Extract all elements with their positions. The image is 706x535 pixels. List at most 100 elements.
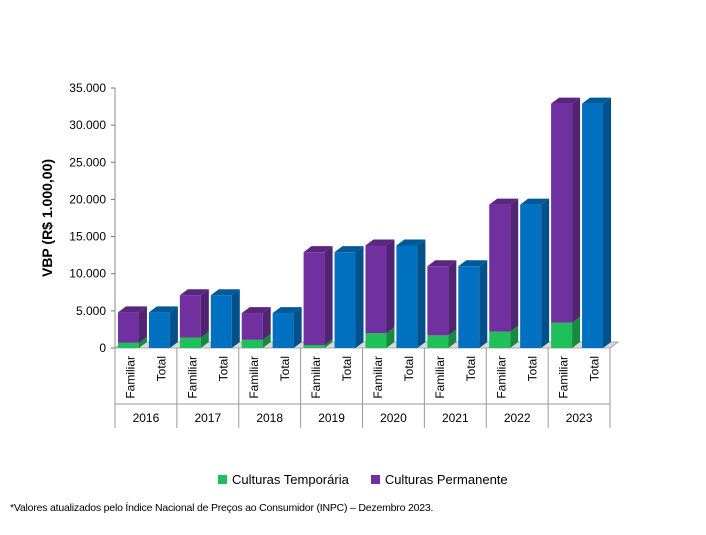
bar-total-2021-top (458, 260, 488, 267)
bar-total-2016-top (148, 306, 178, 313)
x-year-label: 2021 (442, 411, 469, 425)
bar-total-2022-top (520, 198, 550, 205)
y-tick-label: 30.000 (69, 118, 106, 132)
x-bar-label-familiar: Familiar (309, 356, 323, 399)
x-bar-label-familiar: Familiar (433, 356, 447, 399)
bar-familiar-permanente-2016-side (138, 306, 147, 343)
bar-familiar-2018-top (241, 307, 271, 314)
bar-familiar-2021-top (427, 260, 457, 267)
y-tick-label: 25.000 (69, 155, 106, 169)
x-bar-label-total: Total (464, 356, 478, 381)
bar-familiar-permanente-2018-side (262, 307, 271, 340)
bar-total-2019-top (334, 246, 364, 253)
bar-familiar-temporaria-2023-side (572, 316, 581, 348)
bar-total-2018-side (293, 307, 302, 348)
bar-familiar-temporaria-2022-side (510, 325, 519, 348)
x-year-label: 2020 (380, 411, 407, 425)
bar-total-2017-top (210, 289, 240, 296)
bar-total-2019-front (334, 252, 356, 348)
bar-familiar-permanente-2016-front (117, 312, 139, 343)
bar-total-2023-front (582, 103, 604, 348)
bar-total-2017-front (210, 295, 232, 348)
x-year-label: 2023 (566, 411, 593, 425)
y-axis-title: VBP (R$ 1.000,00) (39, 159, 55, 277)
bar-familiar-2020-top (365, 239, 395, 246)
bar-familiar-permanente-2017-front (179, 295, 201, 338)
bar-familiar-permanente-2023-front (551, 103, 573, 323)
bar-total-2022-front (520, 204, 542, 348)
x-bar-label-total: Total (402, 356, 416, 381)
y-tick-label: 10.000 (69, 267, 106, 281)
bar-familiar-2019-top (303, 246, 333, 253)
legend-swatch-permanente (370, 475, 380, 484)
bar-familiar-2022-top (489, 198, 519, 205)
bar-familiar-temporaria-2022-front (489, 331, 511, 348)
y-tick-label: 35.000 (69, 81, 106, 95)
legend-label-permanente: Culturas Permanente (384, 472, 508, 487)
bar-familiar-permanente-2021-front (427, 266, 449, 336)
bar-total-2020-side (417, 239, 426, 348)
y-tick-label: 0 (99, 341, 106, 355)
bar-total-2018-front (272, 313, 294, 348)
bar-familiar-2016-top (117, 306, 147, 313)
bar-familiar-temporaria-2018-side (262, 333, 271, 348)
x-bar-label-familiar: Familiar (185, 356, 199, 399)
bar-familiar-permanente-2019-front (303, 252, 325, 346)
x-year-label: 2016 (133, 411, 160, 425)
x-bar-label-total: Total (526, 356, 540, 381)
bar-familiar-temporaria-2018-front (241, 339, 263, 348)
legend-item-temporaria: Culturas Temporária (218, 472, 349, 487)
x-bar-label-total: Total (216, 356, 230, 381)
bar-familiar-temporaria-2017-side (200, 331, 209, 348)
x-bar-label-total: Total (588, 356, 602, 381)
bar-familiar-temporaria-2020-front (365, 333, 387, 348)
bar-total-2023-side (603, 97, 612, 348)
bar-total-2019-side (355, 246, 364, 348)
bar-familiar-permanente-2018-front (241, 313, 263, 340)
bar-familiar-permanente-2022-side (510, 198, 519, 332)
x-bar-label-familiar: Familiar (495, 356, 509, 399)
legend-item-permanente: Culturas Permanente (370, 472, 508, 487)
bar-familiar-2017-top (179, 289, 209, 296)
x-bar-label-familiar: Familiar (123, 356, 137, 399)
legend-swatch-temporaria (218, 475, 227, 484)
bar-total-2018-top (272, 307, 302, 314)
x-bar-label-total: Total (278, 356, 292, 381)
bar-familiar-temporaria-2021-front (427, 335, 449, 348)
bar-total-2020-top (396, 239, 426, 246)
bar-familiar-temporaria-2021-side (448, 329, 457, 348)
x-bar-label-familiar: Familiar (557, 356, 571, 399)
bar-familiar-temporaria-2016-side (138, 336, 147, 348)
bar-familiar-2023-top (551, 97, 581, 104)
bar-familiar-permanente-2021-side (448, 260, 457, 336)
bar-familiar-temporaria-2017-front (179, 337, 201, 348)
x-bar-label-familiar: Familiar (247, 356, 261, 399)
x-bar-label-total: Total (154, 356, 168, 381)
bar-familiar-permanente-2023-side (572, 97, 581, 323)
bar-familiar-permanente-2020-front (365, 245, 387, 334)
x-bar-label-total: Total (340, 356, 354, 381)
bar-total-2020-front (396, 245, 418, 348)
x-year-label: 2019 (318, 411, 345, 425)
bar-familiar-permanente-2017-side (200, 289, 209, 338)
bar-total-2022-side (541, 198, 550, 348)
bar-total-2021-front (458, 266, 480, 348)
bar-familiar-temporaria-2020-side (386, 327, 395, 348)
y-tick-label: 15.000 (69, 230, 106, 244)
x-year-label: 2017 (194, 411, 221, 425)
bar-total-2023-top (582, 97, 612, 104)
bar-familiar-temporaria-2023-front (551, 322, 573, 348)
bar-familiar-permanente-2019-side (324, 246, 333, 346)
bar-total-2017-side (231, 289, 240, 348)
vbp-bar-chart: 0 5.000 10.000 15.000 20.000 25.000 30.000 35.0… (39, 81, 620, 428)
bar-total-2016-front (148, 312, 170, 348)
bar-familiar-permanente-2020-side (386, 239, 395, 334)
legend-label-temporaria: Culturas Temporária (232, 472, 349, 487)
y-tick-label: 20.000 (69, 192, 106, 206)
x-year-label: 2018 (256, 411, 283, 425)
chart-legend: Culturas Temporária Culturas Permanente (218, 472, 508, 487)
bar-total-2021-side (479, 260, 488, 348)
bar-familiar-temporaria-2019-side (324, 339, 333, 348)
x-year-label: 2022 (504, 411, 531, 425)
bar-familiar-temporaria-2016-front (117, 342, 139, 348)
